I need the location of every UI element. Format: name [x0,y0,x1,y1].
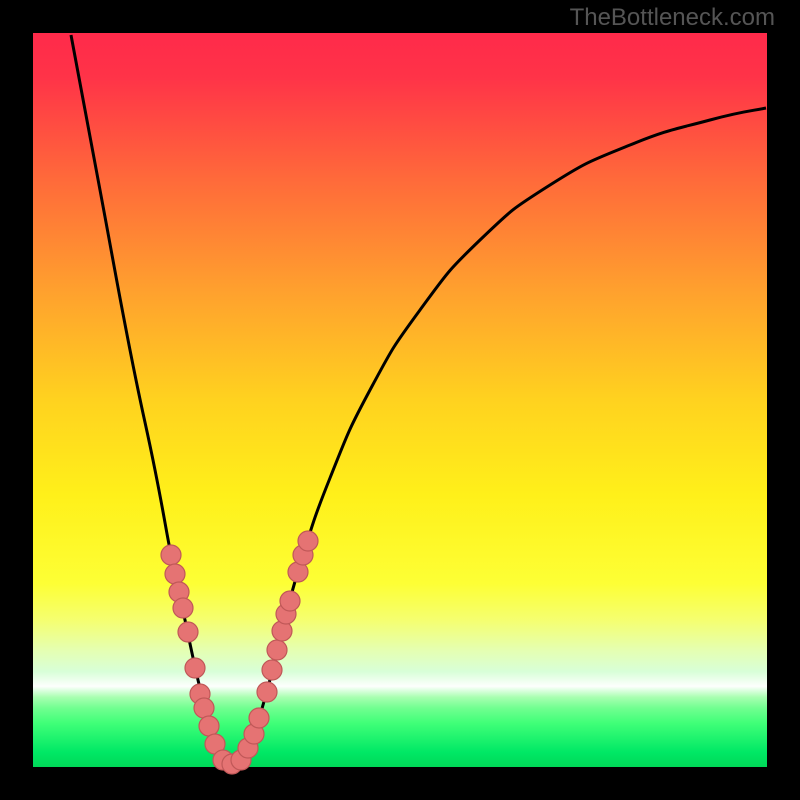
data-point [257,682,277,702]
data-point [161,545,181,565]
data-point [199,716,219,736]
data-point [185,658,205,678]
data-point [267,640,287,660]
data-point [262,660,282,680]
data-point [173,598,193,618]
data-markers [161,531,318,774]
data-point [194,698,214,718]
data-point [298,531,318,551]
curve-right-branch [240,108,766,763]
curve-layer [0,0,800,800]
data-point [280,591,300,611]
curve-left-branch [71,35,226,763]
watermark-text: TheBottleneck.com [570,4,775,32]
data-point [178,622,198,642]
data-point [165,564,185,584]
data-point [249,708,269,728]
chart-container: TheBottleneck.com [0,0,800,800]
